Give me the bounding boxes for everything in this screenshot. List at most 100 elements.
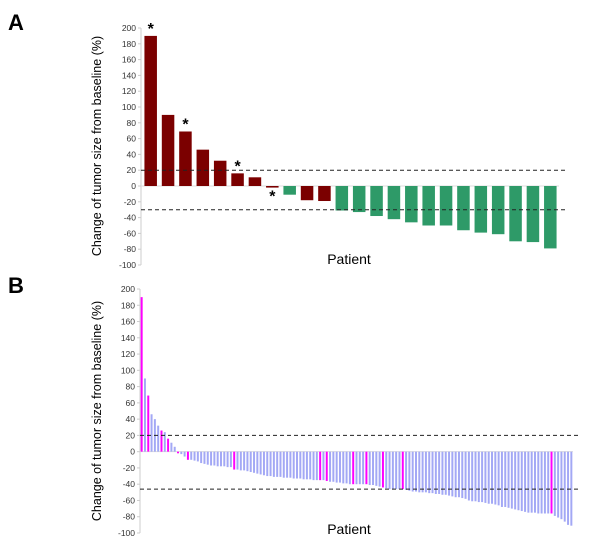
bar — [163, 432, 166, 452]
bar — [266, 186, 279, 188]
bar — [507, 451, 510, 508]
bar — [348, 451, 351, 485]
bar — [451, 451, 454, 497]
bar — [335, 186, 349, 211]
bar — [385, 451, 388, 489]
bar — [179, 131, 192, 186]
bar — [527, 451, 530, 513]
bar — [424, 451, 427, 493]
y-tick-label: 100 — [122, 102, 136, 112]
bar — [408, 451, 411, 491]
bar — [276, 451, 279, 477]
bar — [322, 451, 325, 481]
bar — [332, 451, 335, 482]
bar — [434, 451, 437, 494]
bar — [388, 451, 391, 490]
bar — [289, 451, 292, 478]
bar — [279, 451, 282, 477]
bar — [286, 451, 289, 478]
y-tick-label: 100 — [121, 365, 135, 375]
bar — [543, 451, 546, 514]
bar — [231, 173, 244, 186]
bar — [309, 451, 312, 480]
bar — [391, 451, 394, 490]
bar — [401, 451, 404, 490]
bar — [219, 451, 222, 467]
bar — [471, 451, 474, 502]
panel-b-x-axis-title: Patient — [327, 521, 371, 537]
y-tick-label: 120 — [122, 86, 136, 96]
bar — [439, 186, 453, 226]
bar — [318, 186, 331, 202]
bar — [302, 451, 305, 480]
significance-asterisk: * — [148, 21, 155, 38]
bar — [448, 451, 451, 496]
panel-a-y-axis-title: Change of tumor size from baseline (%) — [90, 36, 104, 256]
bar — [544, 186, 557, 249]
y-tick-label: 140 — [122, 70, 136, 80]
bar — [319, 451, 322, 481]
bar — [161, 114, 175, 186]
bar — [494, 451, 497, 505]
bar — [504, 451, 507, 507]
bar — [335, 451, 338, 483]
bar — [570, 451, 573, 526]
bar — [514, 451, 517, 510]
bar — [186, 451, 189, 460]
y-tick-label: -60 — [124, 228, 137, 238]
bar — [530, 451, 533, 513]
bar — [256, 451, 259, 474]
bar — [312, 451, 315, 481]
bar — [196, 149, 210, 186]
bar — [300, 186, 314, 201]
bar — [524, 451, 527, 512]
bar — [567, 451, 570, 525]
bar — [150, 414, 153, 452]
panel-a-plot: 200180160140120100806040200-20-40-60-80-… — [119, 21, 568, 270]
bar — [438, 451, 441, 494]
bar — [405, 451, 408, 490]
bar — [305, 451, 308, 480]
bar — [398, 451, 401, 490]
bar — [533, 451, 536, 513]
bar — [299, 451, 302, 479]
bar — [143, 378, 146, 452]
bar — [269, 451, 272, 477]
bar — [282, 451, 285, 478]
bar — [362, 451, 365, 485]
bar — [441, 451, 444, 495]
bar — [395, 451, 398, 490]
bar — [431, 451, 434, 494]
panel-a-label: A — [8, 10, 24, 35]
y-tick-label: 40 — [127, 149, 137, 159]
bar — [243, 451, 246, 471]
bar — [226, 451, 229, 468]
bar — [517, 451, 520, 511]
bar — [411, 451, 414, 492]
bar — [477, 451, 480, 503]
bar — [272, 451, 275, 477]
bar — [210, 451, 213, 466]
bar — [557, 451, 560, 518]
significance-asterisk: * — [269, 189, 276, 206]
bar — [266, 451, 269, 477]
bar — [422, 186, 435, 226]
bar — [248, 177, 262, 186]
bar — [457, 186, 470, 231]
bar — [203, 451, 206, 464]
bar — [180, 451, 183, 455]
bar — [418, 451, 421, 493]
bar — [560, 451, 563, 520]
bar — [236, 451, 239, 470]
y-tick-label: 160 — [122, 55, 136, 65]
bar — [484, 451, 487, 503]
bar — [233, 451, 236, 470]
bar — [461, 451, 464, 499]
y-tick-label: -100 — [119, 260, 136, 270]
bar — [160, 430, 163, 452]
bar — [283, 186, 296, 195]
bar — [491, 451, 494, 504]
bar — [253, 451, 256, 473]
bar — [352, 451, 355, 485]
